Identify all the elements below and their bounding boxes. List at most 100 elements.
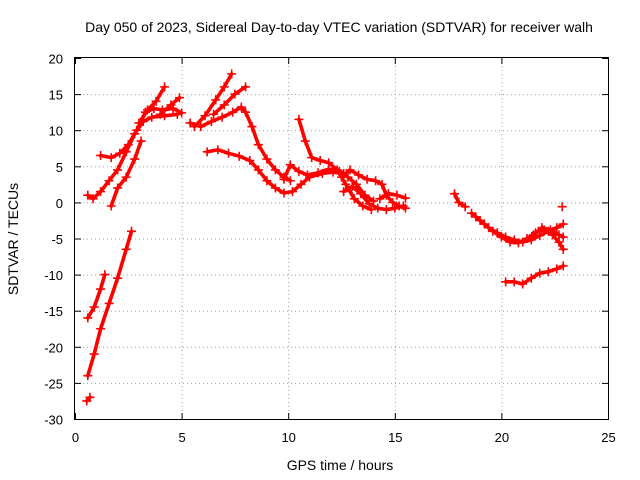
data-point (83, 313, 93, 323)
data-point (302, 170, 312, 180)
data-point (339, 187, 349, 197)
data-point (315, 156, 325, 166)
data-point (155, 109, 165, 119)
x-tick-label: 25 (601, 430, 615, 445)
data-point (294, 114, 304, 124)
data-point (85, 392, 95, 402)
series-point-1 (557, 202, 567, 212)
data-point (219, 100, 229, 110)
data-point (202, 147, 212, 157)
data-point (388, 197, 398, 207)
series-arc-6 (96, 104, 187, 163)
data-point (354, 170, 364, 180)
data-point (142, 105, 152, 115)
data-point (253, 140, 263, 150)
data-point (375, 194, 385, 204)
data-point (234, 151, 244, 161)
data-point (294, 166, 304, 176)
series-arc-15 (337, 165, 410, 213)
y-tick-label: -15 (44, 304, 63, 319)
data-point (390, 203, 400, 213)
data-point (332, 165, 342, 175)
data-point (505, 237, 515, 247)
data-point (189, 122, 199, 132)
data-point (285, 176, 295, 186)
series-trace (86, 272, 107, 320)
data-point (300, 136, 310, 146)
series-arc-4 (83, 109, 182, 204)
series-trace (473, 215, 566, 252)
y-tick-label: -25 (44, 376, 63, 391)
x-axis-title: GPS time / hours (287, 457, 394, 473)
data-point (228, 107, 238, 117)
data-point (104, 298, 114, 308)
plot-frame (74, 57, 609, 420)
data-point (219, 82, 229, 92)
series-arc-9 (185, 102, 295, 186)
x-tick-label: 10 (281, 430, 295, 445)
data-point (104, 176, 114, 186)
series-trace (339, 168, 408, 210)
data-point (557, 202, 567, 212)
data-point (270, 165, 280, 175)
data-point (147, 112, 157, 122)
data-point (174, 93, 184, 103)
series-trace (137, 85, 167, 125)
x-tick-labels: 0 5 10 15 20 25 (72, 430, 616, 445)
data-point (509, 277, 519, 287)
data-point (371, 176, 381, 186)
data-point (287, 187, 297, 197)
data-point (89, 302, 99, 312)
series-arc-10 (189, 69, 237, 132)
data-point (558, 261, 568, 271)
data-point (535, 268, 545, 278)
data-point (89, 349, 99, 359)
data-point (337, 172, 346, 182)
data-point (136, 136, 146, 146)
data-point (209, 109, 219, 119)
series-trace (452, 191, 468, 209)
data-point (285, 160, 295, 170)
series-arc-11 (209, 82, 251, 119)
data-point (513, 238, 523, 248)
data-point (123, 140, 133, 150)
data-point (100, 270, 110, 280)
data-point (115, 148, 125, 158)
data-point (270, 183, 280, 193)
data-point (236, 102, 246, 112)
x-tick-label: 15 (388, 430, 402, 445)
data-point (200, 111, 210, 121)
data-point (522, 234, 532, 243)
y-tick-label: -20 (44, 340, 63, 355)
data-point (83, 190, 93, 200)
data-point (313, 168, 323, 178)
data-point (373, 203, 383, 213)
series-arc-18 (449, 189, 470, 212)
data-point (545, 225, 555, 235)
y-tick-label: 5 (56, 160, 63, 175)
data-point (454, 197, 464, 207)
data-point (554, 230, 564, 240)
series-trace (211, 85, 248, 117)
data-point (96, 324, 106, 334)
data-point (307, 153, 317, 163)
y-tick-label: -5 (51, 232, 63, 247)
series-arc-14 (294, 114, 376, 215)
data-point (106, 153, 116, 163)
grid (75, 58, 608, 419)
data-point (558, 232, 568, 242)
data-point (345, 165, 355, 175)
series-arc-3 (82, 392, 95, 406)
data-point (211, 95, 221, 105)
data-point (558, 219, 568, 229)
series-arc-17 (375, 189, 410, 204)
data-point (241, 82, 251, 92)
data-point (400, 203, 410, 213)
data-point (206, 117, 216, 127)
x-tick-label: 5 (178, 430, 185, 445)
series-arc-2 (83, 226, 136, 381)
data-point (151, 96, 161, 106)
data-point (351, 179, 361, 189)
data-point (377, 179, 387, 189)
data-point (558, 244, 568, 254)
